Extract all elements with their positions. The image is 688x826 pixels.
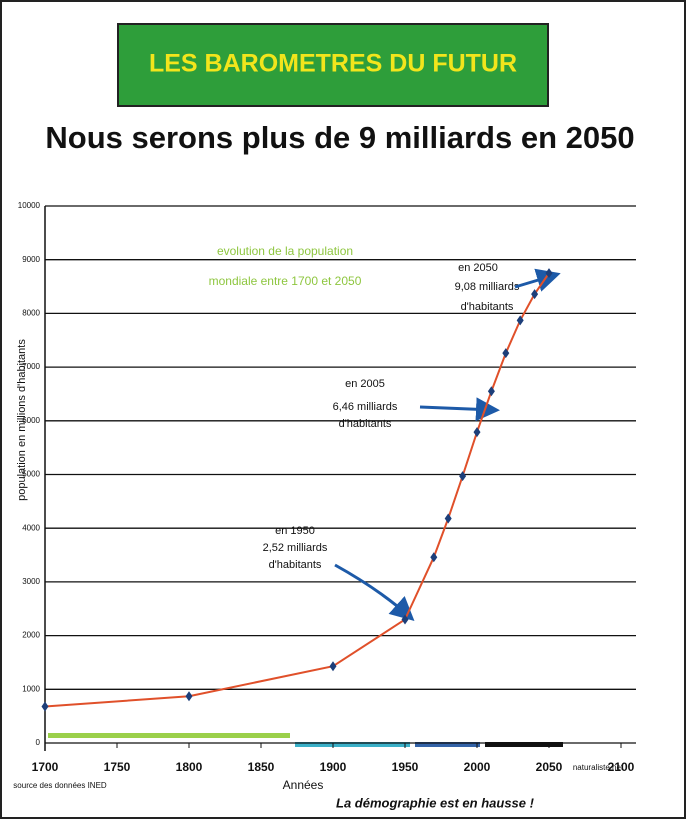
era-bar: [295, 742, 410, 747]
annotation-text: d'habitants: [269, 559, 322, 571]
x-tick-label: 1750: [104, 760, 131, 774]
annotation-text: d'habitants: [461, 301, 514, 313]
annotation-arrow: [419, 397, 500, 422]
annotation-text: en 1950: [275, 525, 315, 537]
data-point: [473, 427, 481, 438]
era-bar: [485, 742, 563, 747]
credit: naturaliste.net: [573, 763, 624, 772]
data-point: [430, 552, 438, 563]
x-tick-label: 2050: [536, 760, 563, 774]
y-tick-label: 9000: [22, 255, 40, 264]
banner-box: [117, 23, 549, 107]
y-tick-label: 10000: [18, 201, 41, 210]
y-tick-label: 4000: [22, 523, 40, 532]
chart-title: Nous serons plus de 9 milliards en 2050: [45, 120, 634, 155]
banner: LES BAROMETRES DU FUTUR: [149, 50, 517, 78]
x-axis-label: Années: [283, 778, 324, 792]
data-point: [531, 289, 539, 300]
annotation-arrow: [334, 563, 415, 622]
y-tick-label: 7000: [22, 362, 40, 371]
data-point: [516, 315, 524, 326]
data-point: [459, 471, 467, 482]
caption: La démographie est en hausse !: [336, 795, 535, 810]
subtitle: mondiale entre 1700 et 2050: [209, 274, 362, 288]
x-tick-label: 1950: [392, 760, 419, 774]
data-point: [329, 661, 337, 672]
data-point: [444, 513, 452, 524]
annotation-text: 2,52 milliards: [263, 542, 328, 554]
y-tick-label: 1000: [22, 684, 40, 693]
y-tick-label: 6000: [22, 416, 40, 425]
x-tick-label: 1900: [320, 760, 347, 774]
data-point: [185, 691, 193, 702]
y-tick-label: 3000: [22, 577, 40, 586]
y-axis-label: population en millions d'habitants: [16, 339, 28, 501]
data-point: [502, 348, 510, 359]
subtitle: evolution de la population: [217, 244, 353, 258]
source: source des données INED: [13, 781, 107, 790]
annotation-text: en 2050: [458, 262, 498, 274]
annotation-text: en 2005: [345, 378, 385, 390]
y-tick-label: 5000: [22, 470, 40, 479]
data-point: [41, 701, 49, 712]
data-point: [487, 386, 495, 397]
x-tick-label: 1800: [176, 760, 203, 774]
x-tick-label: 2100: [608, 760, 635, 774]
x-tick-label: 1700: [32, 760, 59, 774]
y-tick-label: 0: [36, 738, 41, 747]
x-tick-label: 1850: [248, 760, 275, 774]
era-bar: [415, 742, 480, 747]
annotation-text: 9,08 milliards: [455, 281, 520, 293]
x-tick-label: 2000: [464, 760, 491, 774]
annotation-text: d'habitants: [339, 418, 392, 430]
y-tick-label: 2000: [22, 631, 40, 640]
annotation-text: 6,46 milliards: [333, 401, 398, 413]
y-tick-label: 8000: [22, 309, 40, 318]
data-point: [545, 268, 553, 279]
era-bar: [48, 733, 290, 738]
data-point: [401, 614, 409, 625]
annotation: en 1950 2,52 milliards d'habitants en 20…: [263, 262, 520, 571]
